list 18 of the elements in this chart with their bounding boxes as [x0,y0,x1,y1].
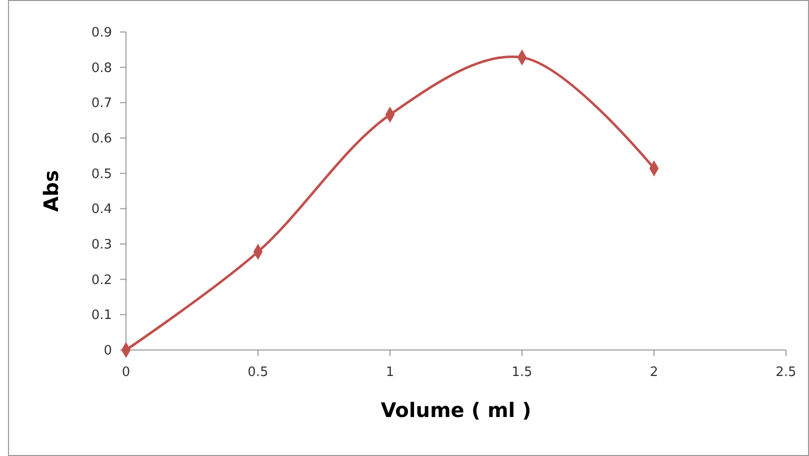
x-tick-label: 0.5 [248,365,268,380]
x-tick-label: 2 [650,365,658,380]
y-tick-label: 0.4 [91,202,112,218]
y-tick-label: 0.5 [91,166,112,182]
y-tick-label: 0.7 [91,96,112,112]
y-tick-label: 0.9 [91,26,112,41]
y-tick-label: 0.8 [91,60,112,76]
y-tick-label: 0.3 [91,238,112,253]
x-tick-label: 0 [122,365,130,380]
y-axis-title: Abs [39,170,63,212]
x-tick-label: 2.5 [776,365,796,380]
x-axis-title: Volume ( ml ) [380,398,532,422]
y-tick-label: 0.2 [91,272,112,288]
y-tick-label: 0.1 [91,308,112,324]
x-tick-label: 1 [386,365,394,380]
y-tick-label: 0.6 [91,132,112,147]
y-tick-label: 0 [104,344,112,359]
x-tick-label: 1.5 [512,365,532,380]
